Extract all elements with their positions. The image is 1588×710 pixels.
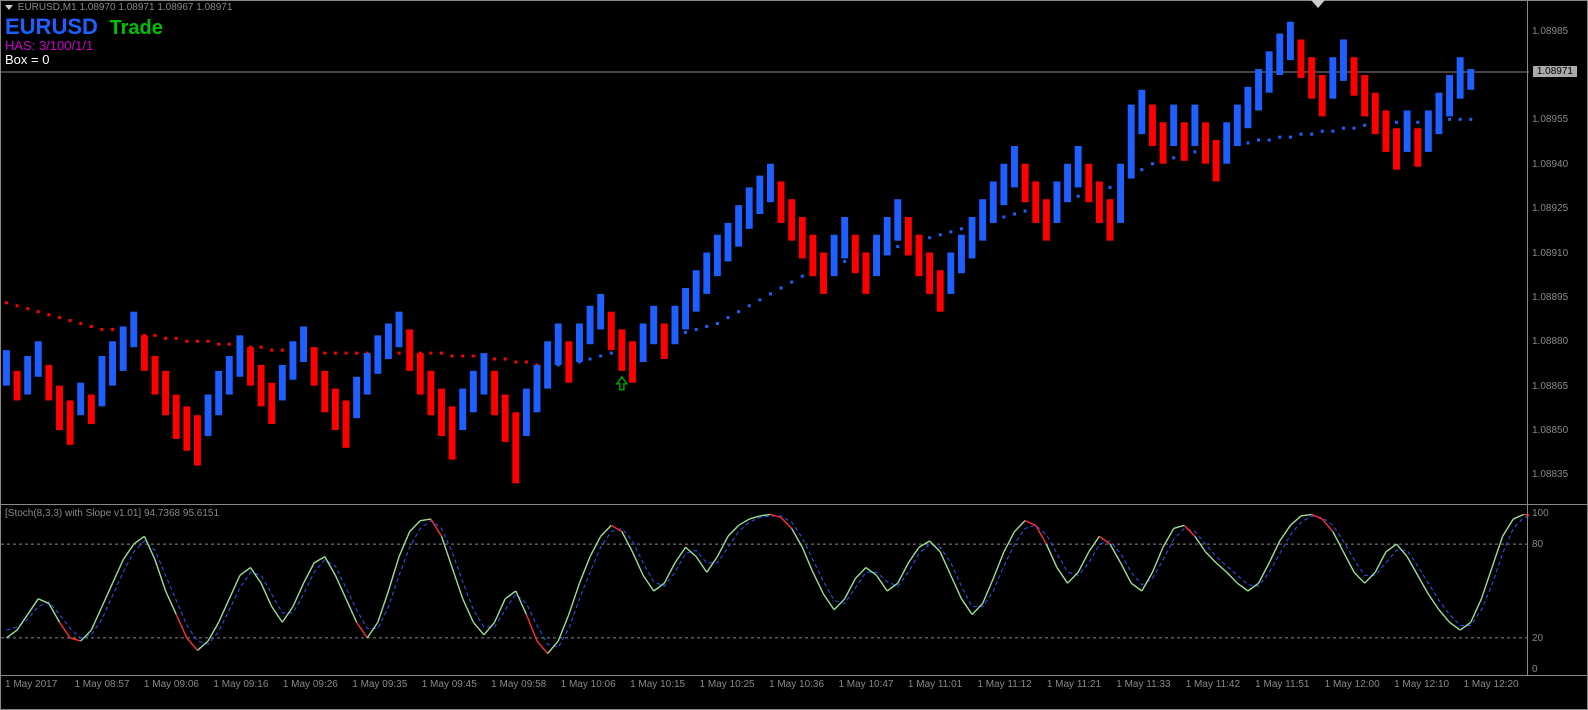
time-tick: 1 May 09:16 xyxy=(213,679,268,690)
time-tick: 1 May 09:06 xyxy=(144,679,199,690)
time-tick: 1 May 2017 xyxy=(5,679,57,690)
box-label: Box = 0 xyxy=(5,53,163,67)
stoch-tick: 20 xyxy=(1532,633,1543,644)
time-tick: 1 May 10:15 xyxy=(630,679,685,690)
stochastic-panel[interactable]: [Stoch(8,3,3) with Slope v1.01] 94.7368 … xyxy=(1,504,1529,676)
symbol-label: EURUSD xyxy=(5,14,98,39)
price-tick: 1.08955 xyxy=(1532,114,1568,125)
time-tick: 1 May 10:25 xyxy=(700,679,755,690)
pair-timeframe: EURUSD,M1 xyxy=(18,2,77,13)
time-tick: 1 May 10:36 xyxy=(769,679,824,690)
dropdown-icon xyxy=(5,5,13,10)
time-tick: 1 May 11:12 xyxy=(977,679,1031,690)
title-bar: EURUSD,M1 1.08970 1.08971 1.08967 1.0897… xyxy=(1,1,236,14)
price-axis: 1.08985 1.08971 1.08955 1.08940 1.08925 1.089… xyxy=(1527,1,1587,504)
time-tick: 1 May 12:10 xyxy=(1394,679,1449,690)
price-tick: 1.08910 xyxy=(1532,248,1568,259)
stoch-chart xyxy=(1,505,1529,677)
time-tick: 1 May 09:45 xyxy=(422,679,477,690)
trade-label: Trade xyxy=(109,17,162,39)
time-tick: 1 May 11:01 xyxy=(908,679,962,690)
price-tick: 1.08895 xyxy=(1532,292,1568,303)
overlay-labels: EURUSD Trade HAS: 3/100/1/1 Box = 0 xyxy=(5,15,163,66)
ohlc-text: 1.08970 1.08971 1.08967 1.08971 xyxy=(79,2,232,13)
price-tick: 1.08850 xyxy=(1532,425,1568,436)
time-tick: 1 May 10:06 xyxy=(561,679,616,690)
price-tick: 1.08835 xyxy=(1532,469,1568,480)
price-tick: 1.08880 xyxy=(1532,336,1568,347)
time-tick: 1 May 12:20 xyxy=(1464,679,1519,690)
time-tick: 1 May 11:21 xyxy=(1047,679,1101,690)
time-tick: 1 May 09:35 xyxy=(352,679,407,690)
current-price-marker: 1.08971 xyxy=(1533,66,1577,77)
main-chart[interactable] xyxy=(1,1,1529,504)
stoch-label: [Stoch(8,3,3) with Slope v1.01] 94.7368 … xyxy=(5,508,219,519)
time-axis: 1 May 2017 1 May 08:57 1 May 09:06 1 May 09… xyxy=(1,675,1588,709)
price-tick: 1.08940 xyxy=(1532,159,1568,170)
time-tick: 1 May 11:42 xyxy=(1186,679,1240,690)
price-tick: 1.08865 xyxy=(1532,381,1568,392)
time-tick: 1 May 11:33 xyxy=(1116,679,1170,690)
has-label: HAS: 3/100/1/1 xyxy=(5,39,163,53)
chart-window[interactable]: EURUSD,M1 1.08970 1.08971 1.08967 1.0897… xyxy=(0,0,1588,710)
time-tick: 1 May 09:26 xyxy=(283,679,338,690)
time-tick: 1 May 11:51 xyxy=(1255,679,1309,690)
time-tick: 1 May 08:57 xyxy=(74,679,129,690)
time-tick: 1 May 09:58 xyxy=(491,679,546,690)
stoch-tick: 0 xyxy=(1532,664,1538,675)
time-tick: 1 May 12:00 xyxy=(1325,679,1380,690)
time-tick: 1 May 10:47 xyxy=(838,679,893,690)
stoch-axis: 0 20 80 100 xyxy=(1527,504,1587,676)
price-tick: 1.08985 xyxy=(1532,26,1568,37)
price-tick: 1.08925 xyxy=(1532,203,1568,214)
stoch-tick: 80 xyxy=(1532,539,1543,550)
stoch-tick: 100 xyxy=(1532,508,1549,519)
